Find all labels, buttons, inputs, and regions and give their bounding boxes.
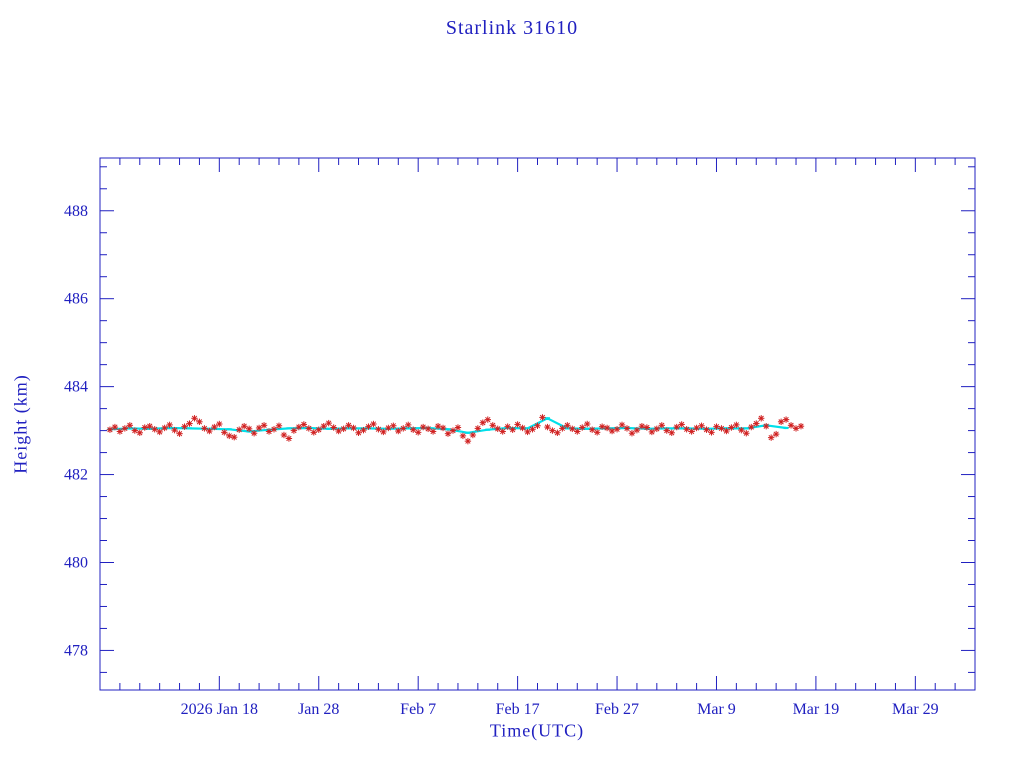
tick-labels: 478 480 482 484 486 488 2026 Jan 18 Jan 28 Feb 7… xyxy=(64,203,939,718)
axes-frame xyxy=(99,157,976,691)
series-observed xyxy=(106,414,805,445)
x-tick-label: 2026 Jan 18 xyxy=(181,701,258,718)
x-tick-label: Feb 27 xyxy=(595,701,639,718)
x-tick-label: Feb 17 xyxy=(496,701,540,718)
y-tick-label: 478 xyxy=(64,642,88,659)
x-tick-label: Jan 28 xyxy=(298,701,339,718)
y-tick-label: 480 xyxy=(64,554,88,571)
x-tick-label: Mar 9 xyxy=(697,701,736,718)
x-tick-label: Mar 19 xyxy=(793,701,840,718)
x-tick-label: Feb 7 xyxy=(400,701,436,718)
y-tick-label: 484 xyxy=(64,379,88,396)
x-axis-label: Time(UTC) xyxy=(489,720,585,741)
y-tick-label: 486 xyxy=(64,291,88,308)
chart-title: Starlink 31610 xyxy=(445,17,579,39)
y-tick-label: 488 xyxy=(64,203,88,220)
x-tick-label: Mar 29 xyxy=(892,701,939,718)
y-tick-label: 482 xyxy=(64,467,88,484)
